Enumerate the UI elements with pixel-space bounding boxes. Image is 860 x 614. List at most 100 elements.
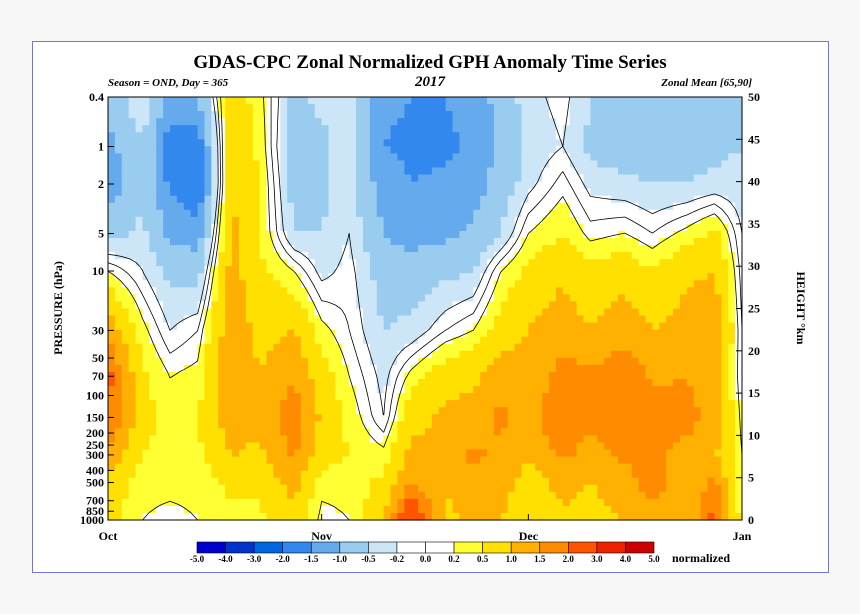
heatmap-cell [686, 104, 695, 112]
heatmap-cell [480, 223, 488, 232]
heatmap-cell [576, 273, 585, 281]
heatmap-cell [659, 414, 667, 422]
heatmap-cell [597, 216, 605, 225]
heatmap-cell [307, 449, 316, 458]
heatmap-cell [362, 139, 371, 147]
heatmap-cell [652, 202, 660, 211]
heatmap-cell [431, 266, 440, 274]
heatmap-cell [218, 315, 226, 324]
heatmap-cell [459, 139, 467, 147]
heatmap-cell [617, 97, 626, 105]
heatmap-cell [176, 407, 185, 415]
heatmap-cell [411, 343, 419, 352]
heatmap-cell [555, 428, 564, 436]
heatmap-cell [149, 393, 157, 401]
heatmap-cell [631, 456, 640, 465]
heatmap-cell [321, 379, 330, 387]
heatmap-cell [514, 216, 523, 225]
heatmap-cell [604, 315, 612, 324]
heatmap-cell [383, 273, 392, 281]
heatmap-cell [142, 223, 150, 232]
heatmap-cell [238, 266, 247, 274]
heatmap-cell [328, 230, 337, 239]
heatmap-cell [735, 336, 743, 345]
heatmap-cell [280, 266, 288, 274]
heatmap-cell [507, 223, 516, 232]
heatmap-cell [121, 371, 130, 380]
heatmap-cell [128, 371, 137, 380]
heatmap-cell [245, 428, 254, 436]
heatmap-cell [108, 442, 116, 451]
heatmap-cell [356, 414, 364, 422]
heatmap-cell [362, 230, 371, 239]
heatmap-cell [583, 428, 591, 436]
heatmap-cell [190, 111, 199, 119]
heatmap-cell [459, 294, 467, 303]
heatmap-cell [679, 357, 688, 366]
heatmap-cell [521, 181, 529, 190]
heatmap-cell [735, 421, 743, 429]
heatmap-cell [121, 195, 130, 204]
heatmap-cell [252, 273, 261, 281]
heatmap-cell [108, 407, 116, 415]
heatmap-cell [569, 153, 578, 162]
heatmap-cell [487, 266, 495, 274]
heatmap-cell [611, 97, 619, 105]
heatmap-cell [686, 315, 695, 324]
heatmap-cell [700, 371, 709, 380]
heatmap-cell [500, 160, 509, 169]
heatmap-cell [418, 322, 426, 331]
heatmap-cell [218, 146, 226, 154]
heatmap-cell [197, 350, 206, 359]
heatmap-cell [328, 238, 337, 246]
heatmap-cell [604, 146, 612, 154]
heatmap-cell [294, 315, 302, 324]
heatmap-cell [528, 266, 536, 274]
heatmap-cell [404, 463, 412, 472]
heatmap-cell [721, 153, 729, 162]
heatmap-cell [652, 463, 660, 472]
heatmap-cell [459, 407, 467, 415]
heatmap-cell [356, 202, 364, 211]
heatmap-cell [583, 273, 591, 281]
heatmap-cell [149, 435, 157, 444]
heatmap-cell [287, 393, 295, 401]
heatmap-cell [714, 266, 722, 274]
heatmap-cell [204, 407, 212, 415]
heatmap-cell [176, 146, 185, 154]
heatmap-cell [411, 160, 419, 169]
heatmap-cell [128, 104, 137, 112]
heatmap-cell [528, 132, 536, 140]
heatmap-cell [514, 364, 523, 373]
heatmap-cell [232, 259, 240, 267]
heatmap-cell [397, 230, 405, 239]
heatmap-cell [218, 322, 226, 331]
heatmap-cell [514, 209, 523, 218]
heatmap-cell [549, 386, 557, 394]
heatmap-cell [211, 400, 219, 408]
heatmap-cell [452, 315, 461, 324]
heatmap-cell [328, 153, 337, 162]
heatmap-cell [507, 463, 516, 472]
heatmap-cell [356, 322, 364, 331]
heatmap-cell [176, 350, 185, 359]
heatmap-cell [514, 357, 523, 366]
heatmap-cell [693, 336, 702, 345]
heatmap-cell [190, 153, 199, 162]
heatmap-cell [590, 428, 598, 436]
heatmap-cell [473, 167, 481, 176]
heatmap-cell [211, 139, 219, 147]
heatmap-cell [549, 435, 557, 444]
heatmap-cell [549, 230, 557, 239]
heatmap-cell [397, 315, 405, 324]
heatmap-cell [700, 379, 709, 387]
heatmap-cell [411, 308, 419, 317]
heatmap-cell [273, 294, 281, 303]
heatmap-cell [142, 428, 150, 436]
heatmap-cell [190, 336, 199, 345]
heatmap-cell [142, 350, 150, 359]
heatmap-cell [597, 195, 605, 204]
heatmap-cell [183, 153, 192, 162]
heatmap-cell [128, 188, 137, 197]
